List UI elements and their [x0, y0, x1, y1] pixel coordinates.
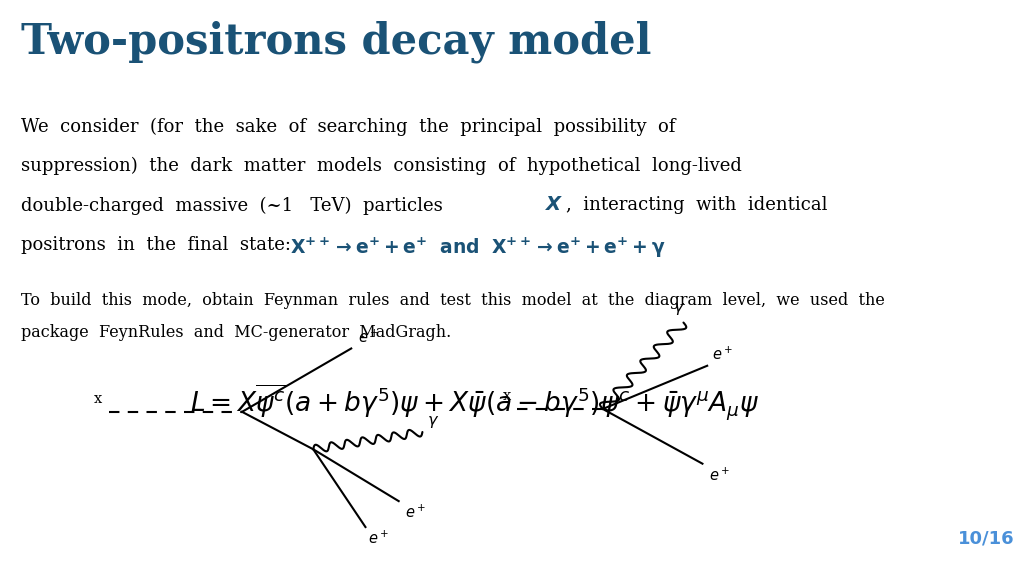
Text: positrons  in  the  final  state:: positrons in the final state:	[20, 236, 291, 253]
Text: $\mathbf{X^{++} \rightarrow e^{+} + e^{+}\ \ and\ \ X^{++} \rightarrow e^{+} + e: $\mathbf{X^{++} \rightarrow e^{+} + e^{+…	[290, 236, 666, 260]
Text: x: x	[94, 392, 102, 406]
Text: $e^+$: $e^+$	[406, 504, 427, 521]
Text: $e^+$: $e^+$	[712, 346, 733, 363]
Text: $\gamma$: $\gamma$	[673, 300, 685, 317]
Text: $\gamma$: $\gamma$	[427, 413, 439, 430]
Text: package  FeynRules  and  MC-generator  MadGragh.: package FeynRules and MC-generator MadGr…	[20, 324, 452, 342]
Text: double-charged  massive  (~1   TeV)  particles: double-charged massive (~1 TeV) particle…	[20, 196, 442, 215]
Text: ,  interacting  with  identical: , interacting with identical	[565, 196, 827, 214]
Text: $e^+$: $e^+$	[709, 467, 730, 484]
Text: x: x	[503, 389, 511, 403]
Text: To  build  this  mode,  obtain  Feynman  rules  and  test  this  model  at  the : To build this mode, obtain Feynman rules…	[20, 293, 885, 309]
Text: $e^+$: $e^+$	[357, 328, 379, 346]
Text: 10/16: 10/16	[958, 529, 1015, 547]
Text: We  consider  (for  the  sake  of  searching  the  principal  possibility  of: We consider (for the sake of searching t…	[20, 118, 675, 137]
Text: $e^+$: $e^+$	[369, 530, 389, 547]
Text: suppression)  the  dark  matter  models  consisting  of  hypothetical  long-live: suppression) the dark matter models cons…	[20, 157, 741, 176]
Text: $L = X\overline{\psi^c}(a + b\gamma^5)\psi + X\bar{\psi}(a - b\gamma^5)\psi^c + : $L = X\overline{\psi^c}(a + b\gamma^5)\p…	[190, 382, 759, 422]
Text: $\boldsymbol{X}$: $\boldsymbol{X}$	[545, 196, 563, 214]
Text: Two-positrons decay model: Two-positrons decay model	[20, 20, 651, 63]
